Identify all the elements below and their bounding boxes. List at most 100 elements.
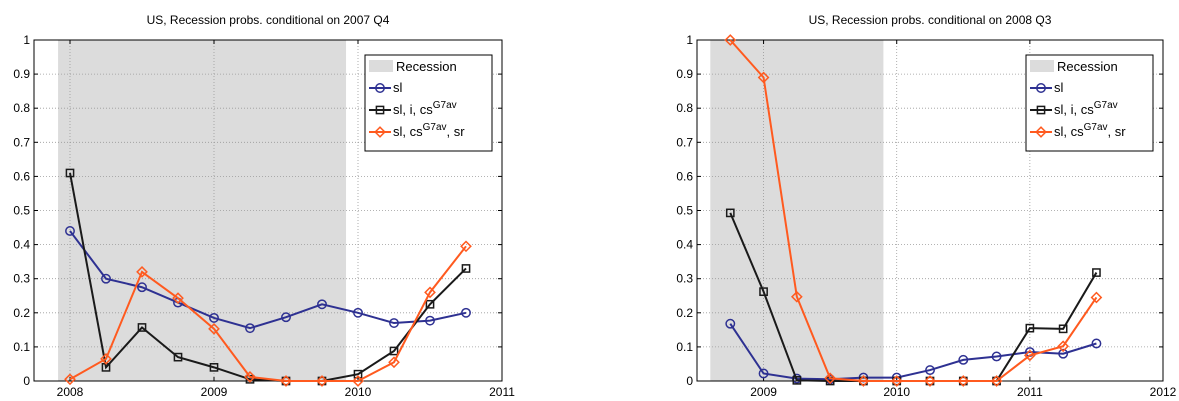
y-tick-label: 0.3 xyxy=(676,272,693,286)
data-point xyxy=(353,307,363,318)
data-point xyxy=(101,273,111,284)
data-point xyxy=(137,323,147,332)
x-tick-label: 2008 xyxy=(57,385,84,396)
y-tick-label: 0.2 xyxy=(676,306,693,320)
data-point xyxy=(857,375,870,387)
y-tick-label: 0.7 xyxy=(13,135,30,149)
data-point xyxy=(1090,291,1103,304)
data-point xyxy=(389,346,399,356)
series-line xyxy=(69,245,467,382)
data-point xyxy=(790,290,803,303)
y-tick-label: 0.6 xyxy=(13,169,30,183)
legend-marker xyxy=(1036,83,1046,93)
data-point xyxy=(208,322,220,335)
y-tick-label: 0.8 xyxy=(13,101,30,115)
y-tick-label: 0.8 xyxy=(676,101,693,115)
data-point xyxy=(353,369,363,379)
y-tick-label: 0 xyxy=(686,374,693,388)
data-point xyxy=(1091,338,1102,349)
data-point xyxy=(759,287,768,297)
data-point xyxy=(136,266,148,278)
data-point xyxy=(1058,324,1068,334)
series-3 xyxy=(724,34,1103,387)
data-point xyxy=(244,371,256,383)
legend-label-superscript: G7av xyxy=(1094,100,1118,111)
chart-title: US, Recession probs. conditional on 2007… xyxy=(147,13,390,27)
data-point xyxy=(792,375,802,385)
data-point xyxy=(924,375,936,387)
y-tick-label: 0.6 xyxy=(676,169,693,183)
x-tick-label: 2011 xyxy=(1017,385,1043,396)
data-point xyxy=(209,363,219,372)
data-point xyxy=(925,365,935,376)
y-tick-label: 1 xyxy=(686,33,693,47)
data-point xyxy=(824,372,837,385)
data-point xyxy=(757,71,770,84)
chart-panel-1: 0 0.1 0.2 0.3 0.4 0.5 0.6 0.7 0.8 0.9 1 2008 2009 201… xyxy=(13,13,515,399)
y-tick-label: 0.1 xyxy=(676,340,693,354)
data-point xyxy=(280,375,292,387)
y-tick-label: 0.4 xyxy=(13,238,30,252)
data-point xyxy=(991,351,1002,362)
data-point xyxy=(352,375,364,387)
data-point xyxy=(65,168,75,178)
data-point xyxy=(281,312,291,323)
data-point xyxy=(100,352,112,365)
y-tick-label: 0 xyxy=(23,374,30,388)
legend-label-superscript: G7av xyxy=(423,122,447,133)
legend-label-suffix: , sr xyxy=(1108,124,1127,139)
y-tick-label: 1 xyxy=(23,33,30,47)
data-point xyxy=(461,264,471,273)
data-point xyxy=(758,368,769,379)
x-tick-label: 2009 xyxy=(201,385,228,396)
x-tick-label: 2011 xyxy=(489,385,515,396)
data-point xyxy=(424,286,436,299)
legend-recession-swatch xyxy=(1030,60,1054,72)
legend-recession-swatch xyxy=(369,60,393,72)
data-point xyxy=(425,315,435,326)
legend-marker xyxy=(374,126,386,138)
legend-marker xyxy=(1036,105,1046,115)
y-tick-label: 0.5 xyxy=(676,204,693,218)
data-point xyxy=(461,307,471,318)
data-point xyxy=(137,282,147,293)
y-tick-label: 0.2 xyxy=(13,306,30,320)
data-point xyxy=(172,292,184,304)
data-point xyxy=(957,375,970,387)
data-point xyxy=(209,312,219,323)
series-line xyxy=(729,39,1098,382)
data-point xyxy=(890,375,903,387)
data-point xyxy=(725,318,736,329)
legend-marker xyxy=(375,105,385,115)
series-3 xyxy=(64,240,472,387)
series-line xyxy=(729,323,1097,381)
data-point xyxy=(388,356,400,369)
legend-label-superscript: G7av xyxy=(1084,122,1108,133)
legend-label: sl xyxy=(1054,80,1064,95)
legend-label: sl, csG7av, sr xyxy=(393,122,465,139)
data-point xyxy=(316,375,328,387)
legend-label: sl xyxy=(393,80,403,95)
legend-label: sl, csG7av, sr xyxy=(1054,122,1126,139)
data-point xyxy=(725,208,735,218)
y-tick-label: 0.5 xyxy=(13,204,30,218)
data-point xyxy=(1058,348,1069,359)
data-point xyxy=(173,352,183,362)
data-point xyxy=(1057,340,1070,353)
legend-recession-label: Recession xyxy=(1057,59,1118,74)
data-point xyxy=(65,226,75,236)
data-point xyxy=(1092,268,1101,277)
y-tick-label: 0.7 xyxy=(676,135,693,149)
legend-recession-label: Recession xyxy=(396,59,457,74)
data-point xyxy=(245,323,255,334)
data-point xyxy=(958,354,969,365)
y-tick-label: 0.3 xyxy=(13,272,30,286)
y-tick-label: 0.9 xyxy=(13,67,30,81)
data-point xyxy=(460,240,472,253)
data-point xyxy=(317,299,327,310)
data-point xyxy=(64,373,76,386)
